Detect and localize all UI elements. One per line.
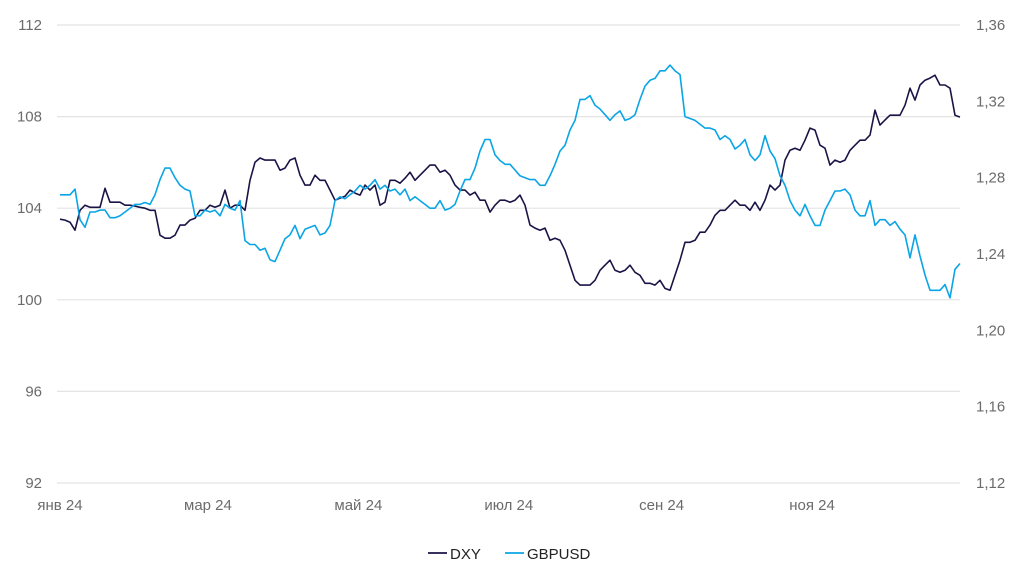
series-lines [59,64,961,299]
right-axis-tick-label: 1,36 [976,17,1005,34]
x-axis-ticks: янв 24 мар 24 май 24 июл 24 сен 24 ноя 24 [37,497,834,514]
x-axis-tick-label: янв 24 [37,497,82,514]
left-axis-tick-label: 108 [17,109,42,126]
right-axis-tick-label: 1,12 [976,475,1005,492]
left-axis-ticks: 92 96 100 104 108 112 [17,17,42,492]
left-axis-tick-label: 100 [17,292,42,309]
legend-label-dxy: DXY [450,546,481,563]
left-axis-tick-label: 104 [17,200,42,217]
left-axis-tick-label: 96 [25,383,42,400]
right-axis-tick-label: 1,24 [976,246,1005,263]
left-axis-tick-label: 112 [18,17,42,34]
right-axis-tick-label: 1,20 [976,322,1005,339]
legend-label-gbpusd: GBPUSD [527,546,591,563]
series-line-dxy [59,74,961,292]
x-axis-tick-label: май 24 [334,497,382,514]
x-axis-tick-label: мар 24 [184,497,232,514]
left-axis-tick-label: 92 [25,475,42,492]
x-axis-tick-label: июл 24 [484,497,533,514]
right-axis-tick-label: 1,32 [976,93,1005,110]
legend: DXY GBPUSD [428,546,591,563]
x-axis-tick-label: ноя 24 [789,497,835,514]
right-axis-ticks: 1,12 1,16 1,20 1,24 1,28 1,32 1,36 [976,17,1005,492]
right-axis-tick-label: 1,28 [976,170,1005,187]
gridlines [57,24,960,484]
series-line-gbpusd [60,64,961,299]
right-axis-tick-label: 1,16 [976,399,1005,416]
x-axis-tick-label: сен 24 [639,497,684,514]
